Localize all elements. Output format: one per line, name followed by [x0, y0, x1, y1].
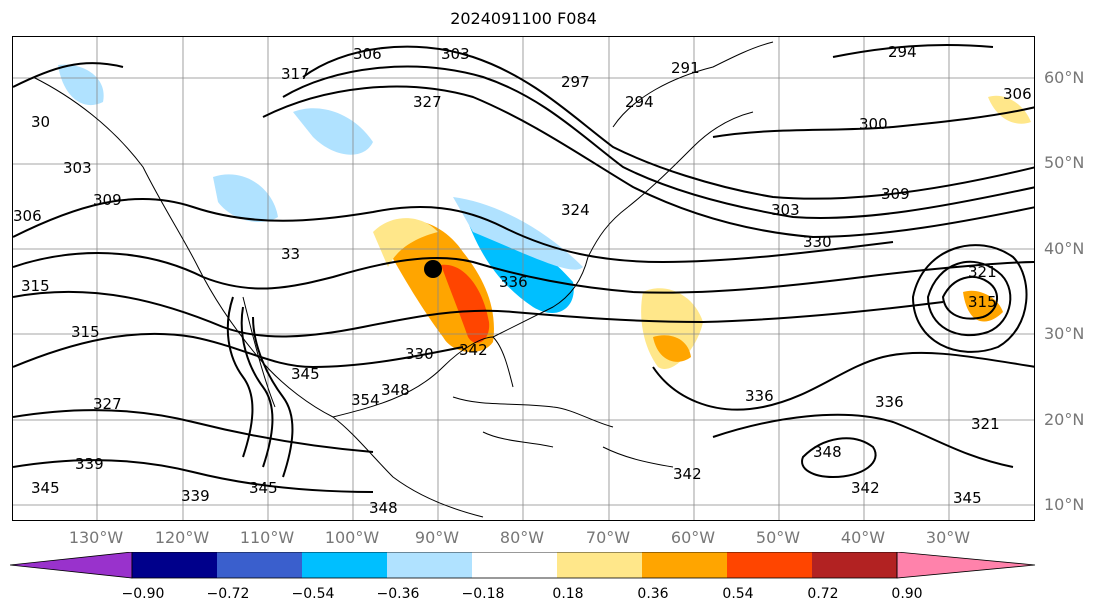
- colorbar-seg-9: [812, 552, 897, 578]
- colorbar-seg-4: [387, 552, 472, 578]
- lon-label: 40°W: [840, 528, 886, 547]
- map-canvas: 306 303 317 327 291 294 306 297 294 300 …: [13, 37, 1034, 520]
- lon-label: 50°W: [755, 528, 801, 547]
- contour-label: 345: [31, 479, 60, 497]
- map-title: 2024091100 F084: [450, 9, 597, 28]
- colorbar-seg-7: [642, 552, 727, 578]
- colorbar-tick: 0.72: [807, 586, 839, 602]
- contour-label: 306: [1003, 85, 1032, 103]
- shaded-field-layer: [58, 64, 1031, 369]
- contour-label: 315: [968, 293, 997, 311]
- contour-label: 336: [745, 387, 774, 405]
- red-shade-core: [441, 264, 490, 343]
- contour-label: 30: [31, 113, 50, 131]
- contour-label: 321: [968, 263, 997, 281]
- lat-label: 20°N: [1044, 410, 1085, 429]
- storm-center-marker: [424, 260, 442, 278]
- orange-shade-atlantic: [653, 335, 691, 362]
- height-contours: [13, 44, 1034, 493]
- orange-shade-east-atlantic: [963, 290, 1003, 322]
- contour-label: 294: [888, 43, 917, 61]
- contour-label: 354: [351, 391, 380, 409]
- colorbar-seg-1: [132, 552, 217, 578]
- lon-label: 110°W: [239, 528, 295, 547]
- yellow-shade-central: [373, 218, 438, 267]
- lon-label: 70°W: [585, 528, 631, 547]
- contour-label: 336: [875, 393, 904, 411]
- contour-label-layer: 306 303 317 327 291 294 306 297 294 300 …: [13, 43, 1032, 517]
- contour-label: 330: [405, 345, 434, 363]
- contour-label: 336: [499, 273, 528, 291]
- colorbar-tick: −0.54: [291, 586, 335, 602]
- lat-label: 40°N: [1044, 239, 1085, 258]
- contour-label: 291: [671, 59, 700, 77]
- lat-label: 60°N: [1044, 68, 1085, 87]
- contour-label: 317: [281, 65, 310, 83]
- contour-label: 306: [13, 207, 42, 225]
- lon-label: 80°W: [499, 528, 545, 547]
- colorbar-seg-8: [727, 552, 812, 578]
- contour-label: 309: [881, 185, 910, 203]
- contour-label: 303: [441, 45, 470, 63]
- colorbar-seg-2: [217, 552, 302, 578]
- contour-label: 327: [413, 93, 442, 111]
- colorbar-tick: 0.90: [891, 586, 923, 602]
- colorbar-tick: 0.54: [722, 586, 754, 602]
- lon-label: 130°W: [68, 528, 124, 547]
- contour-label: 315: [71, 323, 100, 341]
- contour-label: 303: [63, 159, 92, 177]
- lon-label: 60°W: [670, 528, 716, 547]
- colorbar-tick: −0.36: [376, 586, 420, 602]
- lat-label: 50°N: [1044, 153, 1085, 172]
- contour-label: 330: [803, 233, 832, 251]
- colorbar-tick: −0.90: [121, 586, 165, 602]
- colorbar-seg-10: [896, 552, 1036, 579]
- contour-label: 33: [281, 245, 300, 263]
- coastlines: [32, 41, 774, 518]
- colorbar-tick: −0.18: [461, 586, 505, 602]
- blue-shade-west: [213, 174, 278, 222]
- lon-label: 30°W: [925, 528, 971, 547]
- colorbar-tick: −0.72: [206, 586, 250, 602]
- map-panel: 306 303 317 327 291 294 306 297 294 300 …: [12, 36, 1035, 521]
- colorbar-seg-6: [557, 552, 642, 578]
- contour-label: 342: [459, 341, 488, 359]
- contour-label: 294: [625, 93, 654, 111]
- contour-label: 339: [75, 455, 104, 473]
- contour-label: 327: [93, 395, 122, 413]
- contour-label: 345: [249, 479, 278, 497]
- contour-label: 306: [353, 45, 382, 63]
- yellow-shade-east-atlantic: [988, 95, 1031, 124]
- colorbar-seg-3: [302, 552, 387, 578]
- contour-label: 297: [561, 73, 590, 91]
- colorbar-seg-5: [472, 552, 557, 578]
- colorbar: [10, 552, 1036, 579]
- lon-label: 100°W: [324, 528, 380, 547]
- contour-label: 348: [381, 381, 410, 399]
- contour-label: 300: [859, 115, 888, 133]
- contour-label: 309: [93, 191, 122, 209]
- lon-label: 90°W: [414, 528, 460, 547]
- lat-label: 30°N: [1044, 324, 1085, 343]
- lon-label: 120°W: [154, 528, 210, 547]
- contour-label: 321: [971, 415, 1000, 433]
- blue-shade-alaska: [58, 64, 104, 106]
- contour-label: 324: [561, 201, 590, 219]
- contour-label: 303: [771, 201, 800, 219]
- contour-label: 342: [851, 479, 880, 497]
- colorbar-tick: 0.36: [637, 586, 669, 602]
- contour-label: 339: [181, 487, 210, 505]
- contour-label: 345: [291, 365, 320, 383]
- contour-label: 342: [673, 465, 702, 483]
- lat-label: 10°N: [1044, 495, 1085, 514]
- contour-label: 345: [953, 489, 982, 507]
- colorbar-seg-0: [10, 552, 133, 579]
- contour-label: 348: [813, 443, 842, 461]
- contour-label: 315: [21, 277, 50, 295]
- contour-label: 348: [369, 499, 398, 517]
- colorbar-tick: 0.18: [552, 586, 584, 602]
- blue-shade-pacific: [293, 108, 373, 155]
